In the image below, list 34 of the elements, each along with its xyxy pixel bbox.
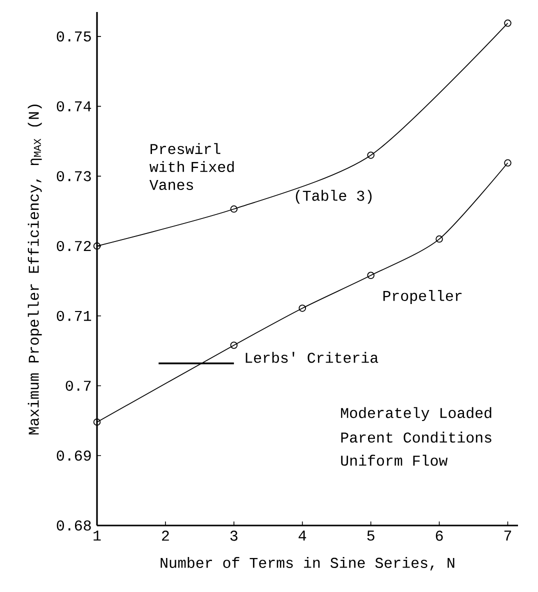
x-tick-label: 3 [230, 530, 238, 541]
x-tick-label: 1 [94, 530, 101, 541]
point [436, 235, 443, 243]
y-tick-label: 0.7 [66, 380, 91, 391]
annotation: Parent Conditions [341, 432, 492, 443]
y-tick-label: 0.71 [56, 310, 92, 321]
point [367, 152, 374, 159]
y-tick-label: 0.69 [56, 450, 91, 461]
point [504, 159, 512, 167]
point [93, 242, 101, 250]
series-label: Preswirl with Fixed Vanes [149, 143, 234, 190]
x-tick-label: 2 [162, 530, 169, 541]
y-axis-title: Maximum Propeller Efficiency, η$_{MAX}$ (N) [28, 104, 42, 434]
series-label: Propeller [383, 290, 462, 304]
y-tick-label: 0.72 [56, 240, 91, 252]
y-tick-label: 0.74 [56, 101, 92, 112]
point [367, 272, 374, 280]
y-tick-label: 0.68 [56, 520, 91, 531]
series-label: Lerbs' Criteria [246, 352, 378, 363]
point [230, 342, 238, 349]
annotation: (Table 3) [296, 190, 372, 204]
x-tick-label: 4 [298, 530, 306, 541]
point [93, 418, 101, 426]
point [230, 205, 238, 213]
x-tick-label: 6 [436, 530, 443, 541]
point [298, 304, 306, 312]
annotation: Uniform Flow [341, 454, 448, 466]
x-tick-label: 5 [367, 530, 374, 541]
x-tick-label: 7 [504, 530, 512, 541]
annotation: Moderately Loaded [341, 407, 492, 422]
y-tick-label: 0.73 [56, 171, 91, 182]
point [504, 20, 512, 27]
y-tick-label: 0.75 [56, 31, 91, 42]
x-axis-title: Number of Terms in Sine Series, N [160, 556, 454, 570]
